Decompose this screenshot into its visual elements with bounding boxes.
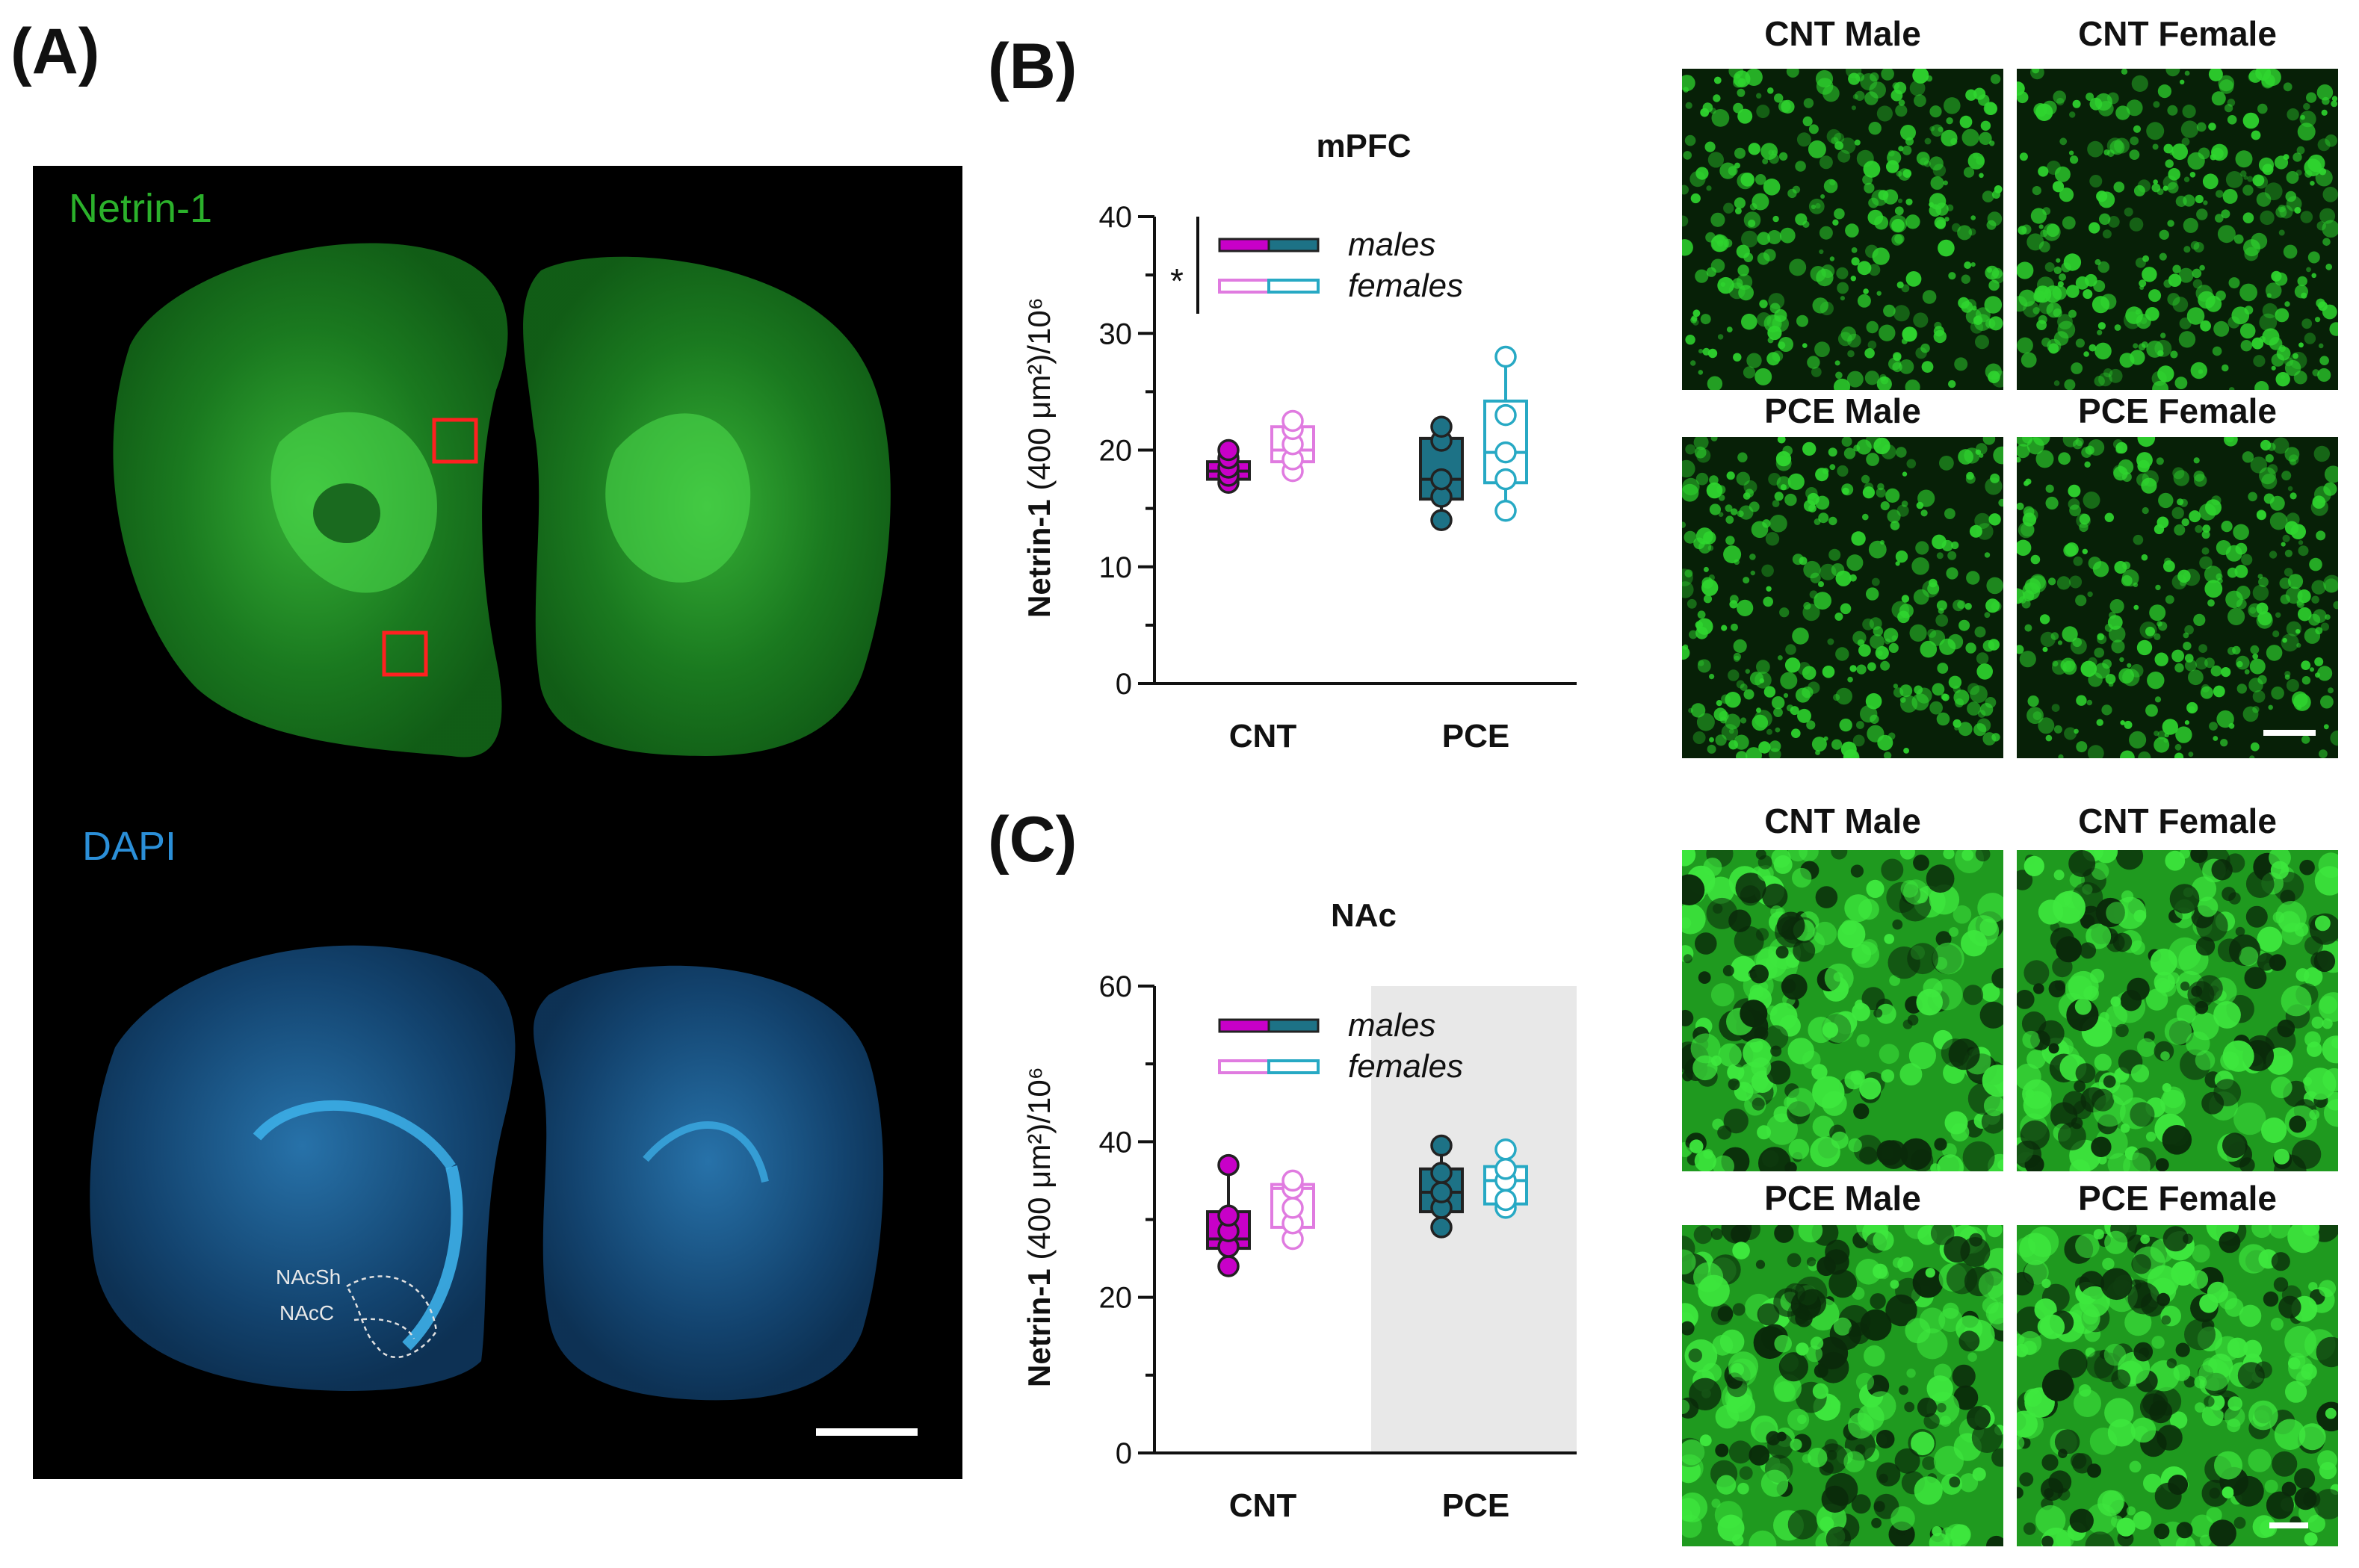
y-tick-label: 20 <box>1099 1282 1133 1315</box>
nac-outline <box>345 1275 438 1359</box>
data-point <box>1430 415 1453 438</box>
mpfc-micrograph-image <box>1682 69 2003 390</box>
data-point <box>1430 468 1453 491</box>
panel-label-b: (B) <box>988 31 1078 102</box>
legend-swatch-female-cnt <box>1218 279 1270 294</box>
micrograph-scale-bar <box>2263 730 2316 736</box>
brain-section-drawing <box>90 243 891 1401</box>
nac-micrograph-image <box>2017 1225 2338 1546</box>
micrograph-scale-bar <box>2269 1522 2308 1528</box>
y-axis-label: Netrin-1 (400 μm²)/10⁶ <box>1024 1067 1057 1387</box>
x-tick-label: CNT <box>1229 718 1297 754</box>
mpfc-roi-box <box>432 418 478 464</box>
legend-label-males: males <box>1348 1007 1435 1044</box>
data-point <box>1494 345 1517 368</box>
mpfc-micrograph-title: PCE Female <box>2078 391 2277 430</box>
mpfc-micrograph-image <box>2017 437 2338 758</box>
x-tick-label: PCE <box>1442 1487 1509 1524</box>
data-point <box>1281 409 1304 433</box>
x-tick-label: CNT <box>1229 1487 1297 1524</box>
legend-label-females: females <box>1348 1048 1463 1085</box>
nac-micrograph-image <box>1682 1225 2003 1546</box>
y-tick-label: 10 <box>1099 551 1133 584</box>
data-point <box>1494 1158 1517 1180</box>
panel-label-a: (A) <box>10 16 100 87</box>
y-tick-label: 40 <box>1099 1126 1133 1159</box>
data-point <box>1217 439 1240 462</box>
chart-mpfc: mPFC 0 10 20 30 40 CNT PCE Netrin-1 (400 μm²)/10… <box>1024 128 1577 754</box>
legend-swatch-male-pce <box>1267 238 1320 252</box>
y-tick-label: 40 <box>1099 201 1133 234</box>
mpfc-micrograph-title: CNT Female <box>2078 14 2277 53</box>
nacsh-label: NAcSh <box>276 1265 341 1289</box>
data-point <box>1430 509 1453 531</box>
y-axis-label-units: (400 μm²)/10⁶ <box>1024 297 1057 491</box>
chart-nac: NAc 0 20 40 60 CNT PCE Netrin-1 (400 μm²)/10⁶ ma… <box>1024 897 1577 1524</box>
mpfc-micrograph-title: PCE Male <box>1764 391 1921 430</box>
legend-swatch-male-cnt <box>1218 238 1270 252</box>
legend-label-males: males <box>1348 226 1435 263</box>
panel-label-c: (C) <box>988 804 1078 876</box>
legend-swatch-female-pce <box>1267 1059 1320 1074</box>
chart-title: mPFC <box>1316 128 1411 164</box>
significance-marker: * <box>1170 261 1184 300</box>
data-point <box>1494 403 1517 427</box>
nac-micrograph-image <box>1682 850 2003 1171</box>
nac-micrograph-image <box>2017 850 2338 1171</box>
scale-bar <box>816 1428 918 1436</box>
nac-micrograph-title: CNT Male <box>1764 802 1921 840</box>
nacc-label: NAcC <box>279 1301 335 1324</box>
y-tick-label: 0 <box>1116 1437 1132 1470</box>
data-point <box>1430 1181 1453 1203</box>
data-point <box>1494 1138 1517 1161</box>
data-point <box>1217 1153 1240 1177</box>
y-axis-label-bold: Netrin-1 <box>1024 491 1057 618</box>
nac-micrograph-title: PCE Female <box>2078 1179 2277 1218</box>
y-axis-label: Netrin-1 (400 μm²)/10⁶ <box>1024 297 1057 618</box>
shaded-region <box>1371 986 1577 1453</box>
y-axis-label-bold: Netrin-1 <box>1024 1260 1057 1387</box>
legend-swatch-female-cnt <box>1218 1059 1270 1074</box>
legend-swatch-male-cnt <box>1218 1018 1270 1033</box>
legend-swatch-female-pce <box>1267 279 1320 294</box>
nac-micrograph-title: CNT Female <box>2078 802 2277 840</box>
legend-label-females: females <box>1348 267 1463 304</box>
brain-section-image: Netrin-1 DAPI NAcSh NAcC <box>33 166 962 1479</box>
netrin-channel-label: Netrin-1 <box>69 186 213 231</box>
mpfc-micrograph-image <box>1682 437 2003 758</box>
nac-micrograph-title: PCE Male <box>1764 1179 1921 1218</box>
data-point <box>1217 1255 1240 1277</box>
dapi-section <box>90 945 884 1401</box>
data-point <box>1217 1204 1240 1227</box>
legend-swatch-male-pce <box>1267 1018 1320 1033</box>
data-point <box>1281 1169 1304 1192</box>
dapi-channel-label: DAPI <box>82 824 177 869</box>
data-point <box>1494 441 1517 464</box>
data-point <box>1494 1189 1517 1212</box>
y-tick-label: 30 <box>1099 317 1133 350</box>
mpfc-micrograph-image <box>2017 69 2338 390</box>
data-point <box>1430 1162 1453 1184</box>
data-point <box>1281 1197 1304 1219</box>
x-tick-label: PCE <box>1442 718 1509 754</box>
y-tick-label: 0 <box>1116 668 1132 701</box>
mpfc-micrograph-title: CNT Male <box>1764 14 1921 53</box>
data-point <box>1494 500 1517 522</box>
y-tick-label: 20 <box>1099 435 1133 468</box>
data-point <box>1430 1134 1453 1157</box>
y-tick-label: 60 <box>1099 970 1133 1003</box>
data-point <box>1494 468 1517 491</box>
netrin-section <box>113 243 891 757</box>
chart-title: NAc <box>1331 897 1397 934</box>
y-axis-label-units: (400 μm²)/10⁶ <box>1024 1067 1057 1260</box>
nac-roi-box <box>382 630 428 677</box>
data-point <box>1430 1216 1453 1239</box>
